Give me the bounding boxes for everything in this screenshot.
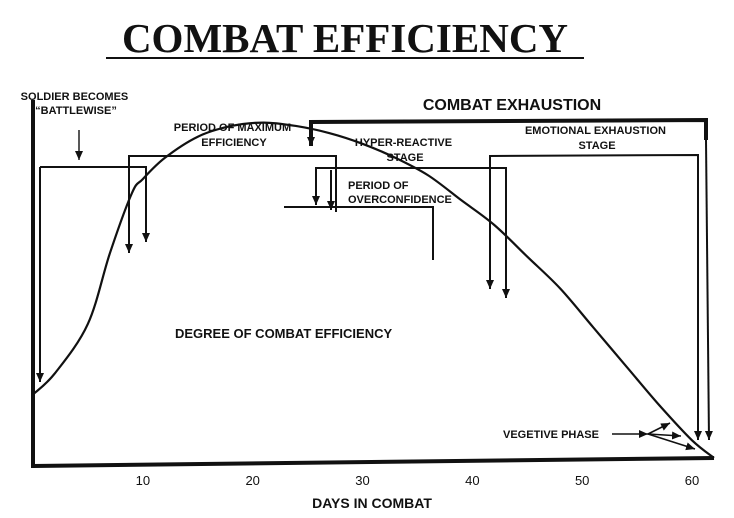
x-axis [32,456,715,468]
vegetive-arrow-1 [647,422,671,435]
combat-exhaustion-arrow-right [704,139,713,441]
vegetive-arrow-2 [647,431,682,440]
x-tick-group: 10 20 30 40 50 60 [136,473,700,488]
annotation-max-efficiency: PERIOD OF MAXIMUM EFFICIENCY [174,122,294,149]
annotation-battlewise: SOLDIER BECOMES “BATTLEWISE” [21,91,132,117]
x-tick-label: 20 [245,473,259,488]
x-tick-label: 50 [575,473,589,488]
x-tick-label: 60 [685,473,699,488]
annotation-overconfidence: PERIOD OF OVERCONFIDENCE [348,180,452,206]
annotation-hyper-reactive: HYPER-REACTIVE STAGE [355,137,455,164]
vegetive-arrow-3 [647,433,696,451]
series-label: DEGREE OF COMBAT EFFICIENCY [175,326,392,341]
annotation-emotional-exhaustion: EMOTIONAL EXHAUSTION STAGE [525,125,669,152]
battlewise-bracket [40,166,147,241]
max-efficiency-bracket [128,155,337,252]
x-axis-label: DAYS IN COMBAT [312,495,432,511]
chart-title: COMBAT EFFICIENCY [122,15,568,61]
x-tick-label: 40 [465,473,479,488]
emotional-exhaustion-bracket [489,153,699,287]
efficiency-curve [32,121,715,459]
x-tick-label: 10 [136,473,150,488]
annotation-combat-exhaustion: COMBAT EXHAUSTION [423,97,601,114]
x-tick-label: 30 [355,473,369,488]
annotation-vegetive: VEGETIVE PHASE [503,429,599,441]
overconfidence-bracket [284,206,434,260]
